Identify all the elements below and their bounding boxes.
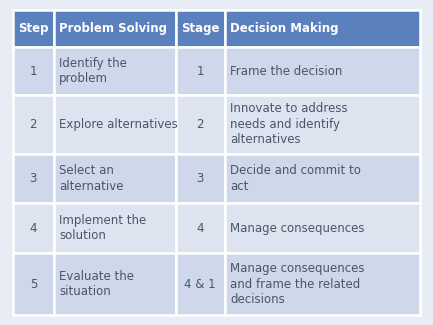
FancyBboxPatch shape [225, 203, 420, 253]
Text: Manage consequences
and frame the related
decisions: Manage consequences and frame the relate… [230, 262, 365, 306]
FancyBboxPatch shape [13, 95, 54, 154]
Text: Innovate to address
needs and identify
alternatives: Innovate to address needs and identify a… [230, 102, 348, 146]
FancyBboxPatch shape [54, 95, 176, 154]
Text: 4 & 1: 4 & 1 [184, 278, 216, 291]
FancyBboxPatch shape [13, 10, 54, 47]
Text: 4: 4 [197, 222, 204, 235]
FancyBboxPatch shape [225, 253, 420, 315]
FancyBboxPatch shape [225, 10, 420, 47]
FancyBboxPatch shape [176, 10, 225, 47]
Text: Select an
alternative: Select an alternative [59, 164, 124, 193]
FancyBboxPatch shape [13, 47, 54, 95]
Text: Frame the decision: Frame the decision [230, 65, 343, 78]
FancyBboxPatch shape [225, 47, 420, 95]
Text: Explore alternatives: Explore alternatives [59, 118, 178, 131]
FancyBboxPatch shape [225, 95, 420, 154]
Text: Decision Making: Decision Making [230, 22, 339, 35]
Text: Stage: Stage [181, 22, 220, 35]
Text: 2: 2 [197, 118, 204, 131]
Text: Problem Solving: Problem Solving [59, 22, 167, 35]
FancyBboxPatch shape [54, 253, 176, 315]
Text: Decide and commit to
act: Decide and commit to act [230, 164, 361, 193]
Text: Implement the
solution: Implement the solution [59, 214, 147, 242]
Text: Evaluate the
situation: Evaluate the situation [59, 270, 134, 298]
Text: 1: 1 [197, 65, 204, 78]
FancyBboxPatch shape [54, 154, 176, 203]
FancyBboxPatch shape [13, 154, 54, 203]
Text: Manage consequences: Manage consequences [230, 222, 365, 235]
Text: Identify the
problem: Identify the problem [59, 57, 127, 85]
FancyBboxPatch shape [54, 10, 176, 47]
FancyBboxPatch shape [54, 203, 176, 253]
Text: 3: 3 [197, 172, 204, 185]
FancyBboxPatch shape [176, 154, 225, 203]
Text: 4: 4 [29, 222, 37, 235]
Text: 1: 1 [29, 65, 37, 78]
Text: 2: 2 [29, 118, 37, 131]
FancyBboxPatch shape [225, 154, 420, 203]
FancyBboxPatch shape [13, 203, 54, 253]
FancyBboxPatch shape [176, 95, 225, 154]
Text: Step: Step [18, 22, 48, 35]
FancyBboxPatch shape [54, 47, 176, 95]
FancyBboxPatch shape [176, 203, 225, 253]
Text: 3: 3 [29, 172, 37, 185]
FancyBboxPatch shape [176, 253, 225, 315]
Text: 5: 5 [29, 278, 37, 291]
FancyBboxPatch shape [176, 47, 225, 95]
FancyBboxPatch shape [13, 253, 54, 315]
